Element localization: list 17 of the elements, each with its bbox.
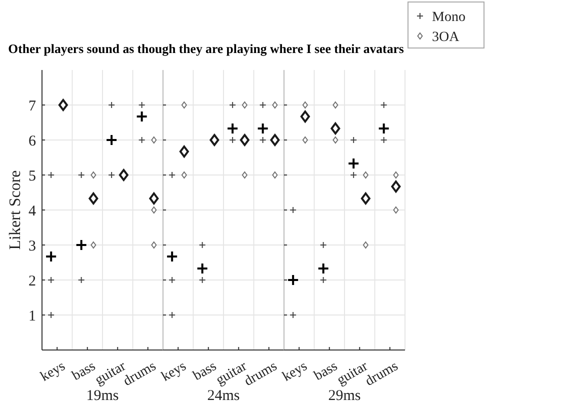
text: Other players sound as though they are playing where I see their avatars	[8, 42, 404, 56]
legend-label: Mono	[432, 10, 466, 25]
y-tick-label: 1	[28, 308, 36, 324]
y-tick-label: 5	[28, 168, 36, 184]
y-tick-label: 2	[28, 273, 36, 290]
x-tick-label: keys	[159, 358, 190, 385]
x-axis-title: 29ms	[328, 388, 361, 404]
y-tick-label: 7	[28, 98, 36, 114]
y-tick-label: 3	[28, 238, 36, 254]
x-axis-title: 24ms	[207, 388, 240, 404]
x-tick-label: keys	[38, 358, 68, 385]
y-axis-title: Likert Score	[7, 170, 24, 250]
legend-label: 3OA	[432, 30, 460, 45]
x-tick-label: keys	[280, 358, 310, 385]
y-tick-label: 6	[28, 133, 36, 150]
y-tick-label: 4	[28, 203, 36, 220]
x-axis-title: 19ms	[86, 388, 119, 404]
